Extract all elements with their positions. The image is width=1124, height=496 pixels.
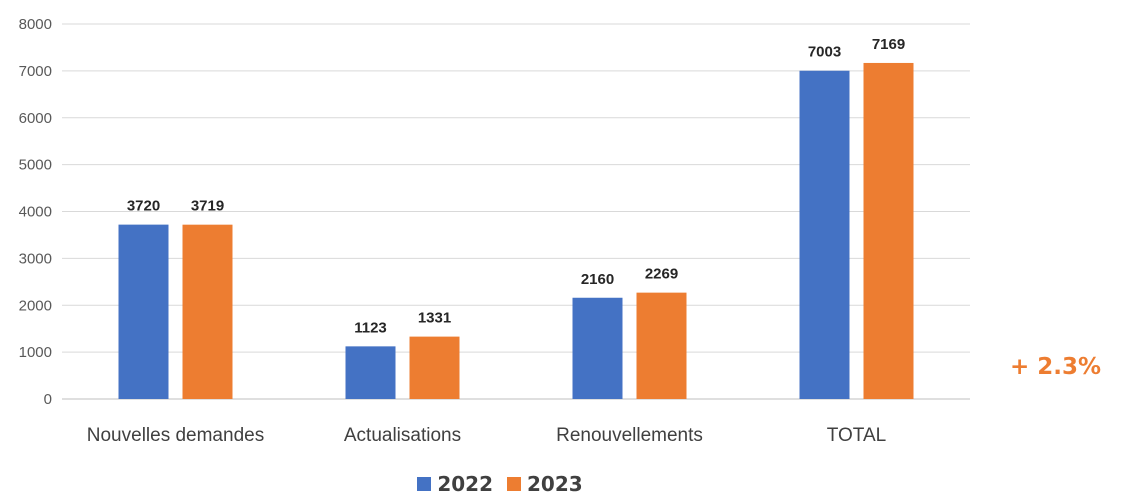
x-tick-label: Actualisations — [344, 425, 461, 446]
y-tick-label: 0 — [44, 391, 52, 408]
x-tick-label: Renouvellements — [556, 425, 703, 446]
legend-label-2023: 2023 — [527, 472, 583, 496]
y-tick-label: 1000 — [19, 344, 52, 361]
data-label: 7003 — [808, 44, 841, 61]
bar-2023-0 — [182, 224, 233, 399]
legend-swatch-2023 — [507, 477, 521, 491]
x-tick-label: TOTAL — [827, 425, 886, 446]
y-tick-label: 2000 — [19, 297, 52, 314]
data-label: 1123 — [354, 319, 387, 336]
bar-2022-0 — [118, 224, 169, 399]
data-label: 2160 — [581, 271, 614, 288]
y-tick-label: 3000 — [19, 250, 52, 267]
legend: 2022 2023 — [0, 472, 1000, 496]
bar-2023-1 — [409, 336, 460, 399]
legend-swatch-2022 — [417, 477, 432, 491]
data-label: 1331 — [418, 310, 451, 327]
y-tick-label: 4000 — [19, 204, 52, 221]
data-label: 7169 — [872, 36, 905, 53]
bar-2022-1 — [345, 346, 396, 399]
y-tick-label: 6000 — [19, 110, 52, 127]
y-tick-label: 7000 — [19, 63, 52, 80]
bar-2023-3 — [863, 62, 914, 399]
growth-annotation: + 2.3% — [1010, 354, 1102, 380]
y-tick-label: 8000 — [19, 16, 52, 33]
bar-2023-2 — [636, 292, 687, 399]
bar-chart: 0 1000 2000 3000 4000 5000 6000 7000 8000 3720 371… — [19, 16, 970, 446]
legend-item-2022: 2022 — [417, 472, 493, 496]
data-label: 2269 — [645, 266, 678, 283]
legend-item-2023: 2023 — [507, 472, 583, 496]
data-label: 3719 — [191, 198, 224, 215]
bar-2022-3 — [799, 70, 850, 399]
legend-label-2022: 2022 — [437, 472, 493, 496]
data-label: 3720 — [127, 198, 160, 215]
y-tick-label: 5000 — [19, 157, 52, 174]
bar-2022-2 — [572, 297, 623, 399]
x-tick-label: Nouvelles demandes — [87, 425, 264, 446]
